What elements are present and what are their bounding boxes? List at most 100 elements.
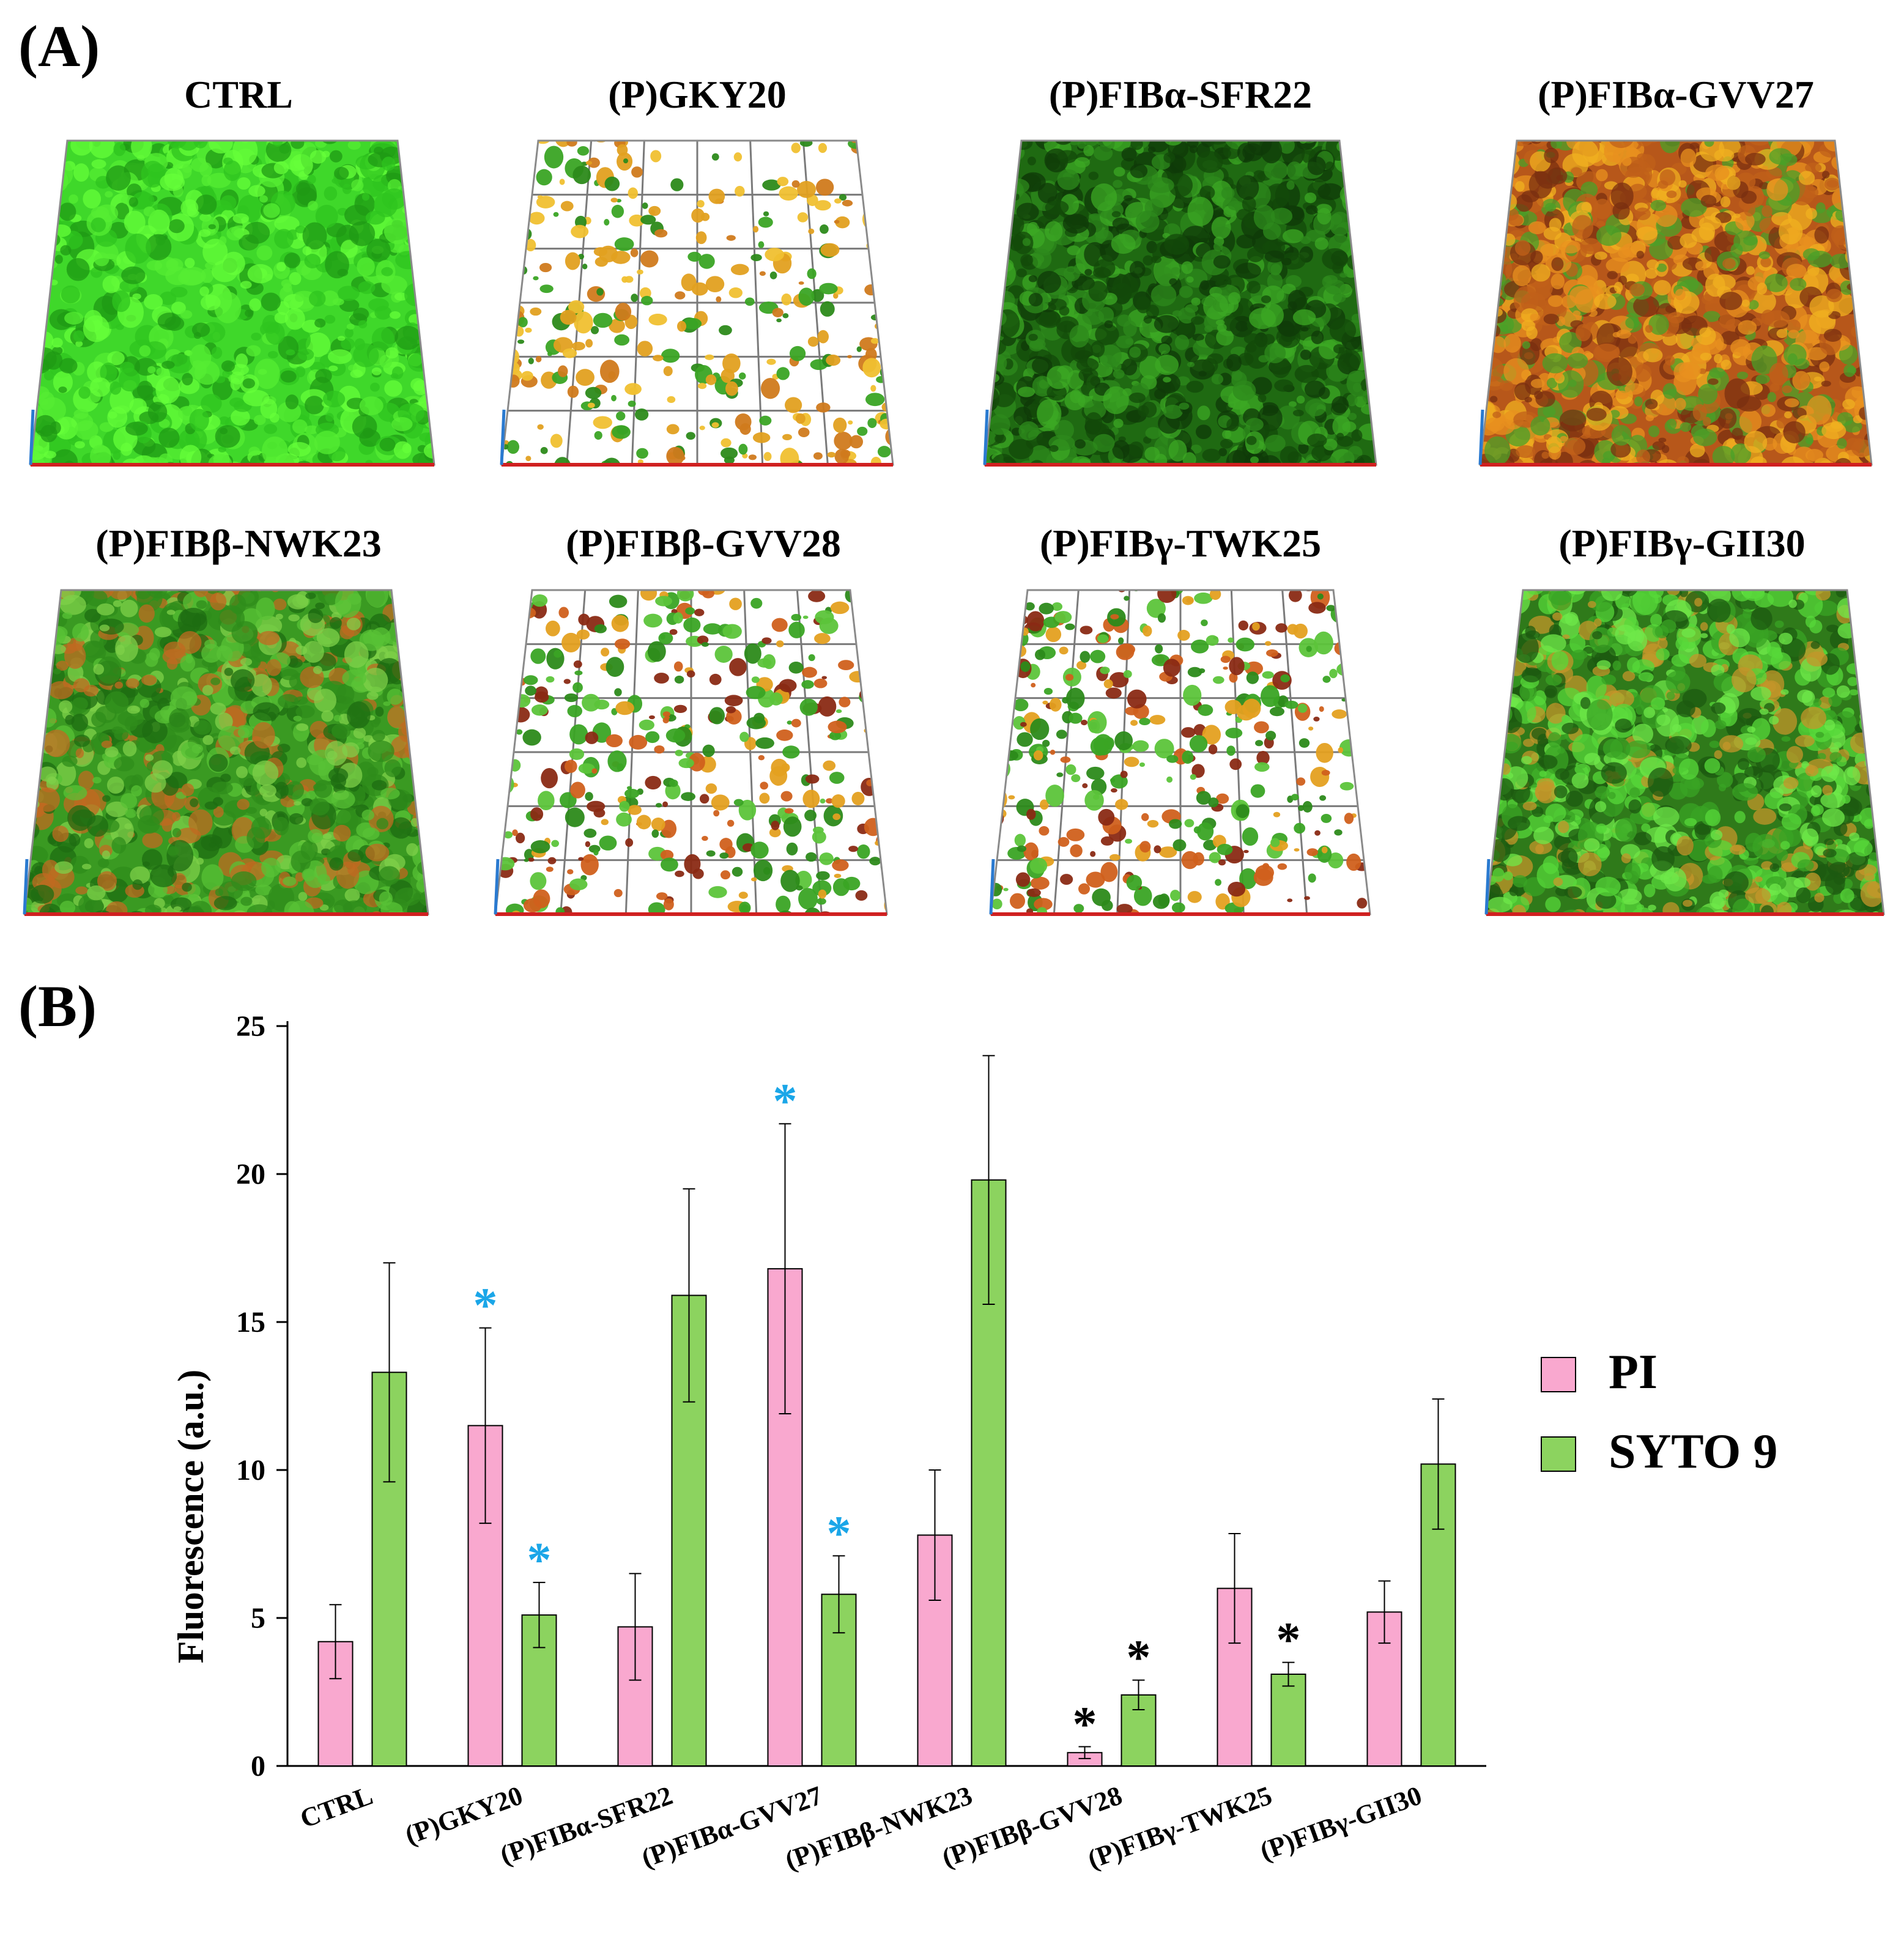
cell-blob [797,212,809,223]
cell-blob [1044,465,1054,475]
cell-blob [624,276,634,283]
cell-blob [1329,212,1351,236]
cell-blob [423,594,428,604]
cell-blob [1689,443,1705,457]
cell-blob [1361,324,1376,353]
cell-blob [1572,141,1599,168]
cell-blob [513,694,531,708]
cell-blob [1040,309,1057,325]
cell-blob [711,422,719,428]
cell-blob [160,918,171,926]
cell-blob [550,434,563,448]
cell-blob [1823,328,1842,342]
cell-blob [31,368,40,390]
cell-blob [169,708,190,731]
cell-blob [789,345,806,361]
cell-blob [1352,383,1362,393]
cell-blob [341,338,355,350]
cell-blob [1228,292,1241,305]
cell-blob [1304,192,1317,204]
cell-blob [1480,275,1495,290]
image-title-fibb-nwk23: (P)FIBβ-NWK23 [95,522,382,565]
cell-blob [389,311,401,319]
cell-blob [342,742,360,758]
cell-blob [43,259,57,269]
cell-blob [1714,353,1723,364]
cell-blob [309,798,330,816]
cell-blob [60,245,72,256]
cell-blob [216,646,233,662]
cell-blob [190,798,199,807]
cell-blob [309,150,327,164]
cell-blob [18,822,24,830]
cell-blob [212,781,233,795]
cell-blob [1067,245,1081,256]
cell-blob [818,142,828,153]
cell-blob [292,419,308,434]
cell-blob [495,851,503,860]
cell-blob [1531,264,1551,282]
cell-blob [98,733,110,743]
cell-blob [423,442,434,459]
cell-blob [398,590,424,613]
cell-blob [847,584,853,586]
cell-blob [1764,310,1790,328]
cell-blob [654,229,668,238]
cell-blob [266,659,281,676]
cell-blob [322,390,346,408]
cell-blob [1077,141,1086,149]
cell-blob [1171,467,1180,473]
cell-blob [502,141,505,148]
cell-blob [1703,311,1721,322]
cell-blob [666,446,684,465]
cell-blob [1615,390,1629,399]
cell-blob [96,656,122,684]
cell-blob [1179,402,1190,410]
cell-blob [739,372,746,380]
cell-blob [511,707,530,723]
cell-blob [989,414,1010,435]
box-z-axis [1478,409,1484,465]
cell-blob [1667,465,1677,473]
cell-blob [1288,401,1297,407]
cell-blob [132,437,156,456]
cell-blob [1262,334,1275,345]
cell-blob [294,696,308,705]
cell-blob [505,209,521,227]
cell-blob [1871,245,1872,257]
cell-blob [502,347,519,366]
cell-blob [58,386,67,393]
cell-blob [1719,292,1743,311]
cell-blob [816,402,831,413]
cell-blob [35,787,60,812]
cell-blob [781,293,792,306]
cell-blob [262,436,288,465]
cell-blob [1368,335,1376,359]
cell-blob [94,252,109,267]
cell-blob [569,724,588,745]
cell-blob [631,294,639,302]
cell-blob [31,189,39,201]
cell-blob [776,640,784,648]
cell-blob [1480,276,1489,284]
cell-blob [498,597,503,601]
cell-blob [1736,396,1761,412]
cell-blob [1596,465,1623,477]
cell-blob [54,861,73,874]
cell-blob [391,416,413,432]
cell-blob [802,667,817,678]
cell-blob [685,607,695,615]
cell-blob [1358,289,1369,301]
cell-blob [1270,207,1293,225]
cell-blob [648,715,655,720]
cell-blob [1072,276,1095,291]
cell-blob [708,886,727,898]
cell-blob [985,320,995,339]
cell-blob [31,228,38,241]
cell-blob [1650,199,1667,212]
cell-blob [842,199,853,207]
cell-blob [1643,467,1652,472]
cell-blob [1624,383,1644,395]
cell-blob [31,180,47,194]
cell-blob [243,390,270,407]
